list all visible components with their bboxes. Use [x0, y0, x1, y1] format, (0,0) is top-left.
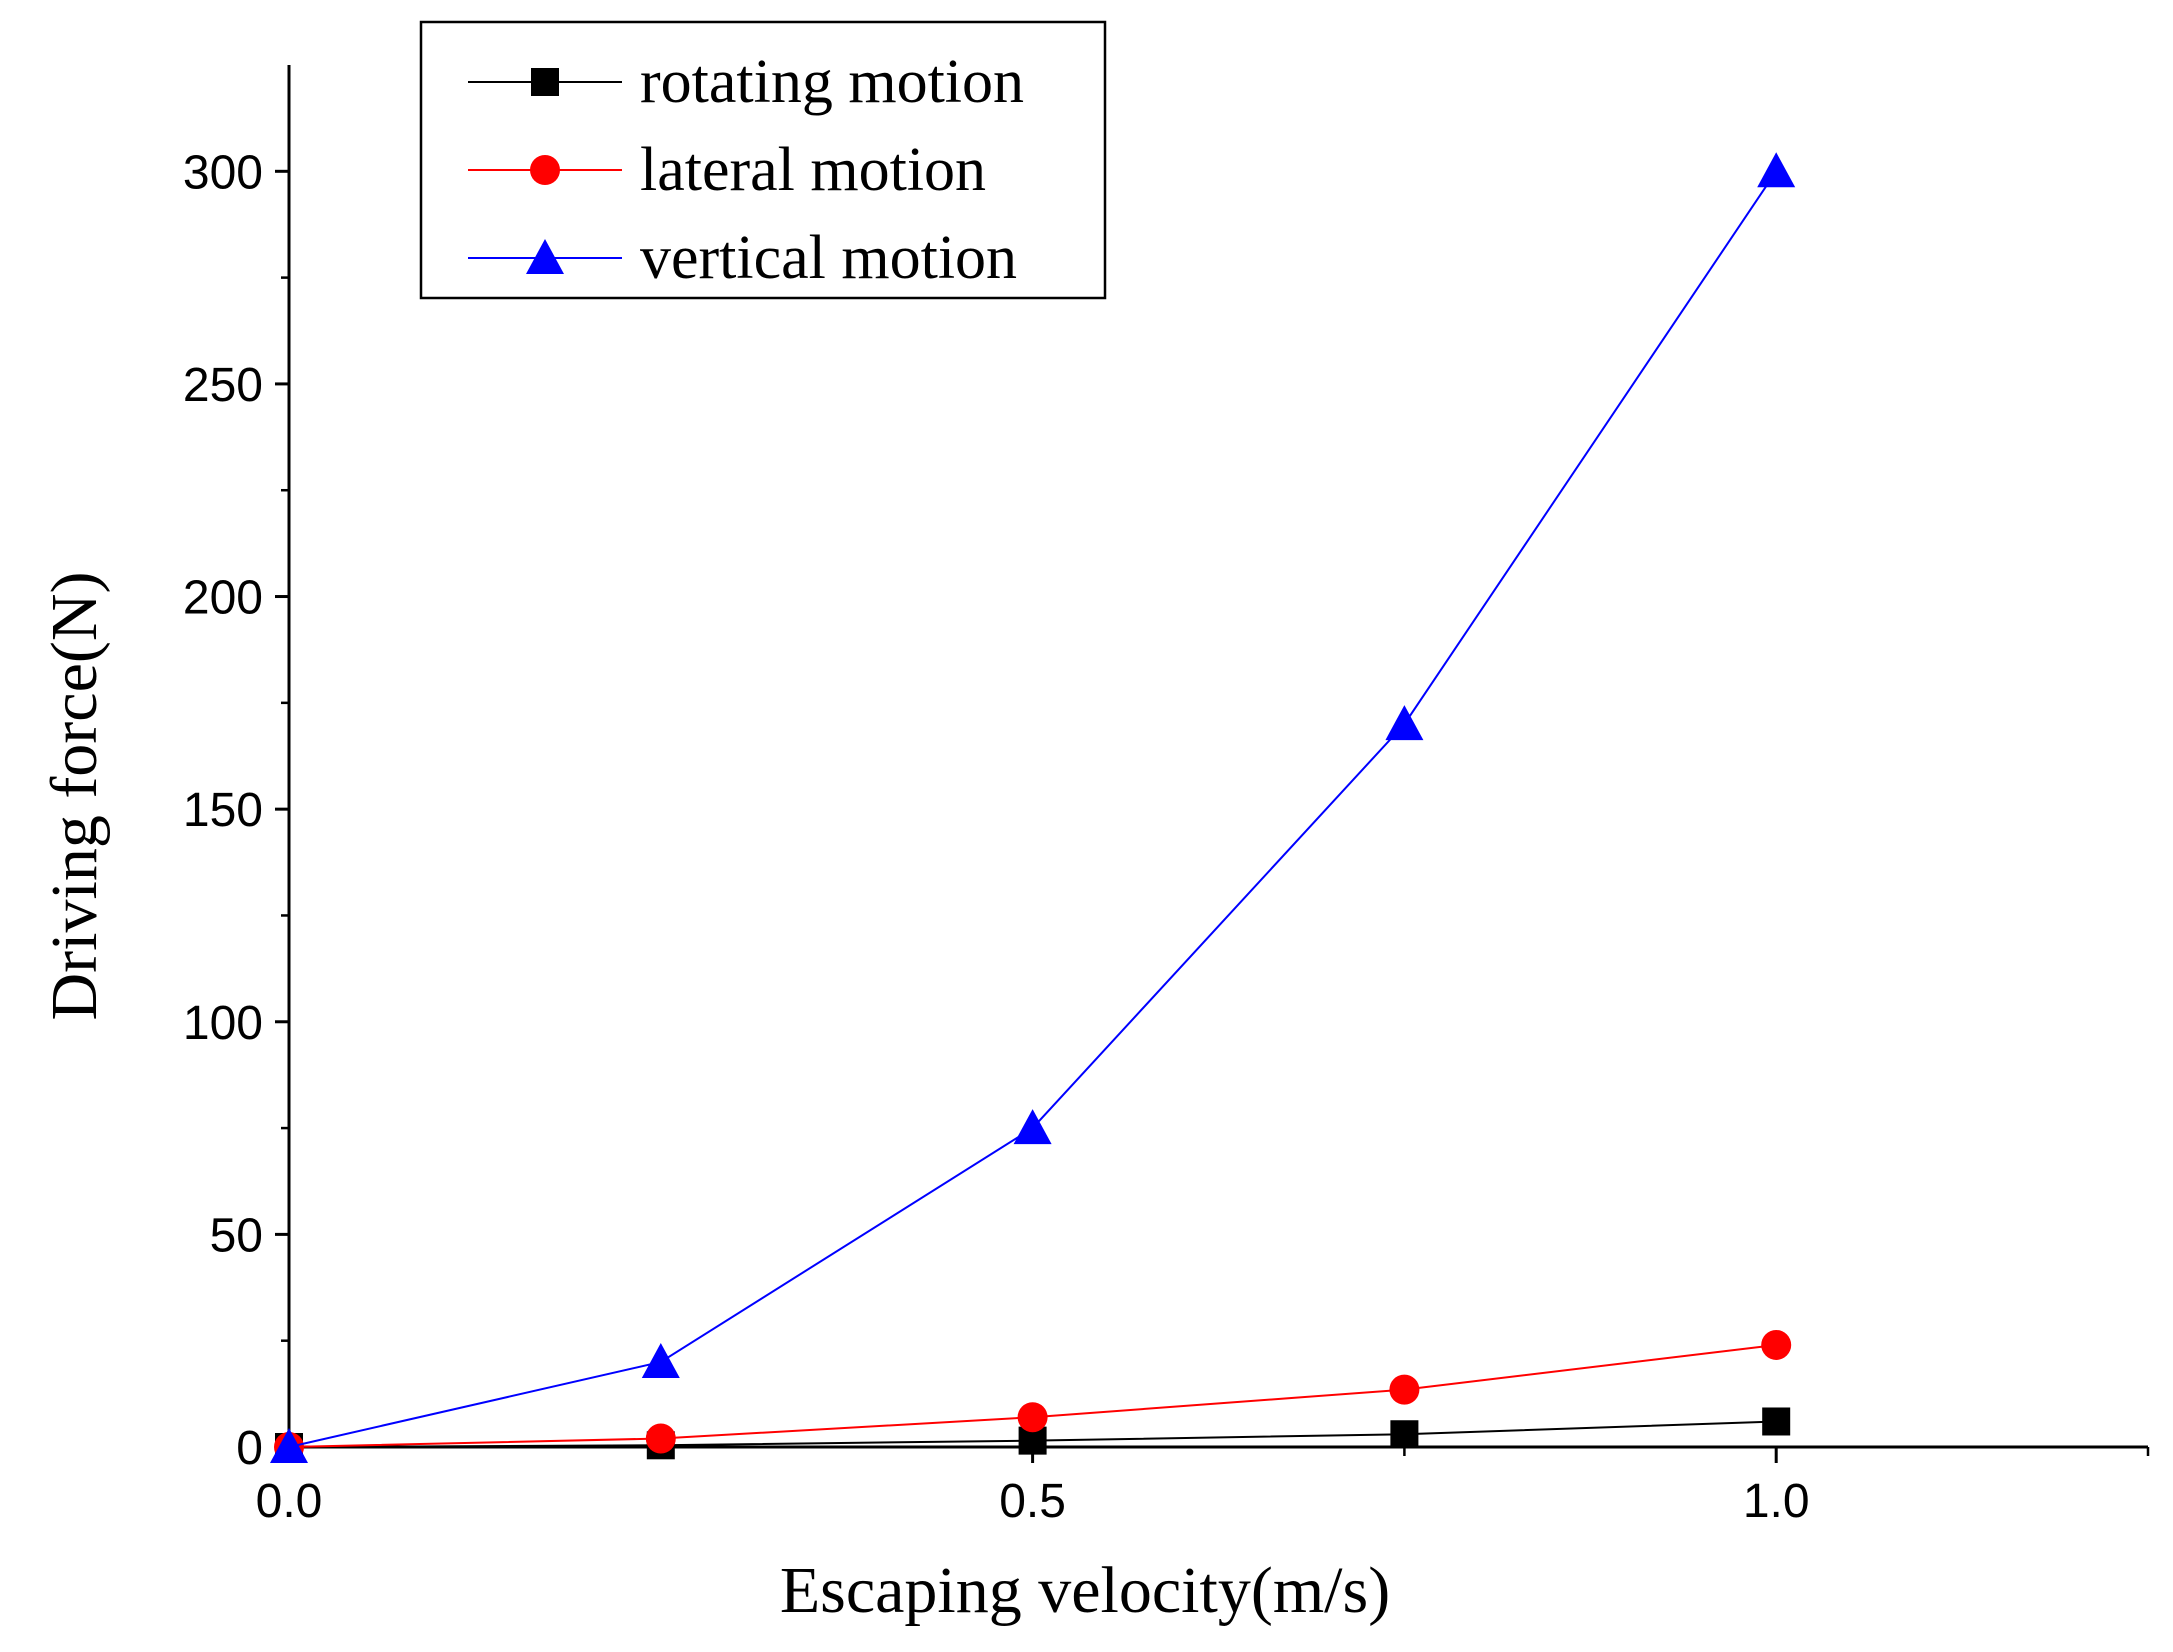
y-tick-label: 300 — [183, 146, 263, 199]
series-line — [288, 170, 1778, 1448]
legend-marker — [530, 155, 560, 185]
series-layer — [270, 152, 1796, 1463]
legend-marker — [526, 239, 564, 274]
axes: 0 50 100 150 200 250 300 0.0 0.5 1.0 — [183, 65, 2150, 1528]
legend-marker — [531, 68, 559, 96]
series-3 — [270, 152, 1796, 1463]
data-point — [1389, 1374, 1420, 1405]
x-tick-label: 0.5 — [999, 1475, 1066, 1528]
legend-label: vertical motion — [640, 224, 1017, 292]
y-tick-label: 200 — [183, 572, 263, 625]
legend-label: rotating motion — [640, 48, 1024, 116]
data-point — [1013, 1109, 1052, 1145]
data-point — [1390, 1420, 1419, 1449]
data-point — [641, 1342, 680, 1378]
y-tick-label: 100 — [183, 997, 263, 1050]
data-point — [270, 1428, 308, 1463]
data-point — [1761, 1329, 1792, 1360]
x-axis-title: Escaping velocity(m/s) — [780, 1554, 1390, 1627]
legend: rotating motion lateral motion vertical mo… — [419, 20, 1107, 300]
y-tick-label: 50 — [210, 1209, 263, 1262]
y-axis-title: Driving force(N) — [38, 572, 111, 1021]
y-tick-label: 150 — [183, 784, 263, 837]
x-tick-label: 1.0 — [1743, 1475, 1810, 1528]
data-point — [1762, 1407, 1791, 1436]
y-tick-label: 250 — [183, 359, 263, 412]
x-tick-label: 0.0 — [256, 1475, 323, 1528]
legend-label: lateral motion — [640, 136, 986, 204]
data-point — [1757, 152, 1796, 188]
data-point — [1385, 705, 1424, 741]
data-point — [645, 1423, 676, 1454]
data-point — [1017, 1402, 1048, 1433]
y-tick-label: 0 — [236, 1422, 263, 1475]
